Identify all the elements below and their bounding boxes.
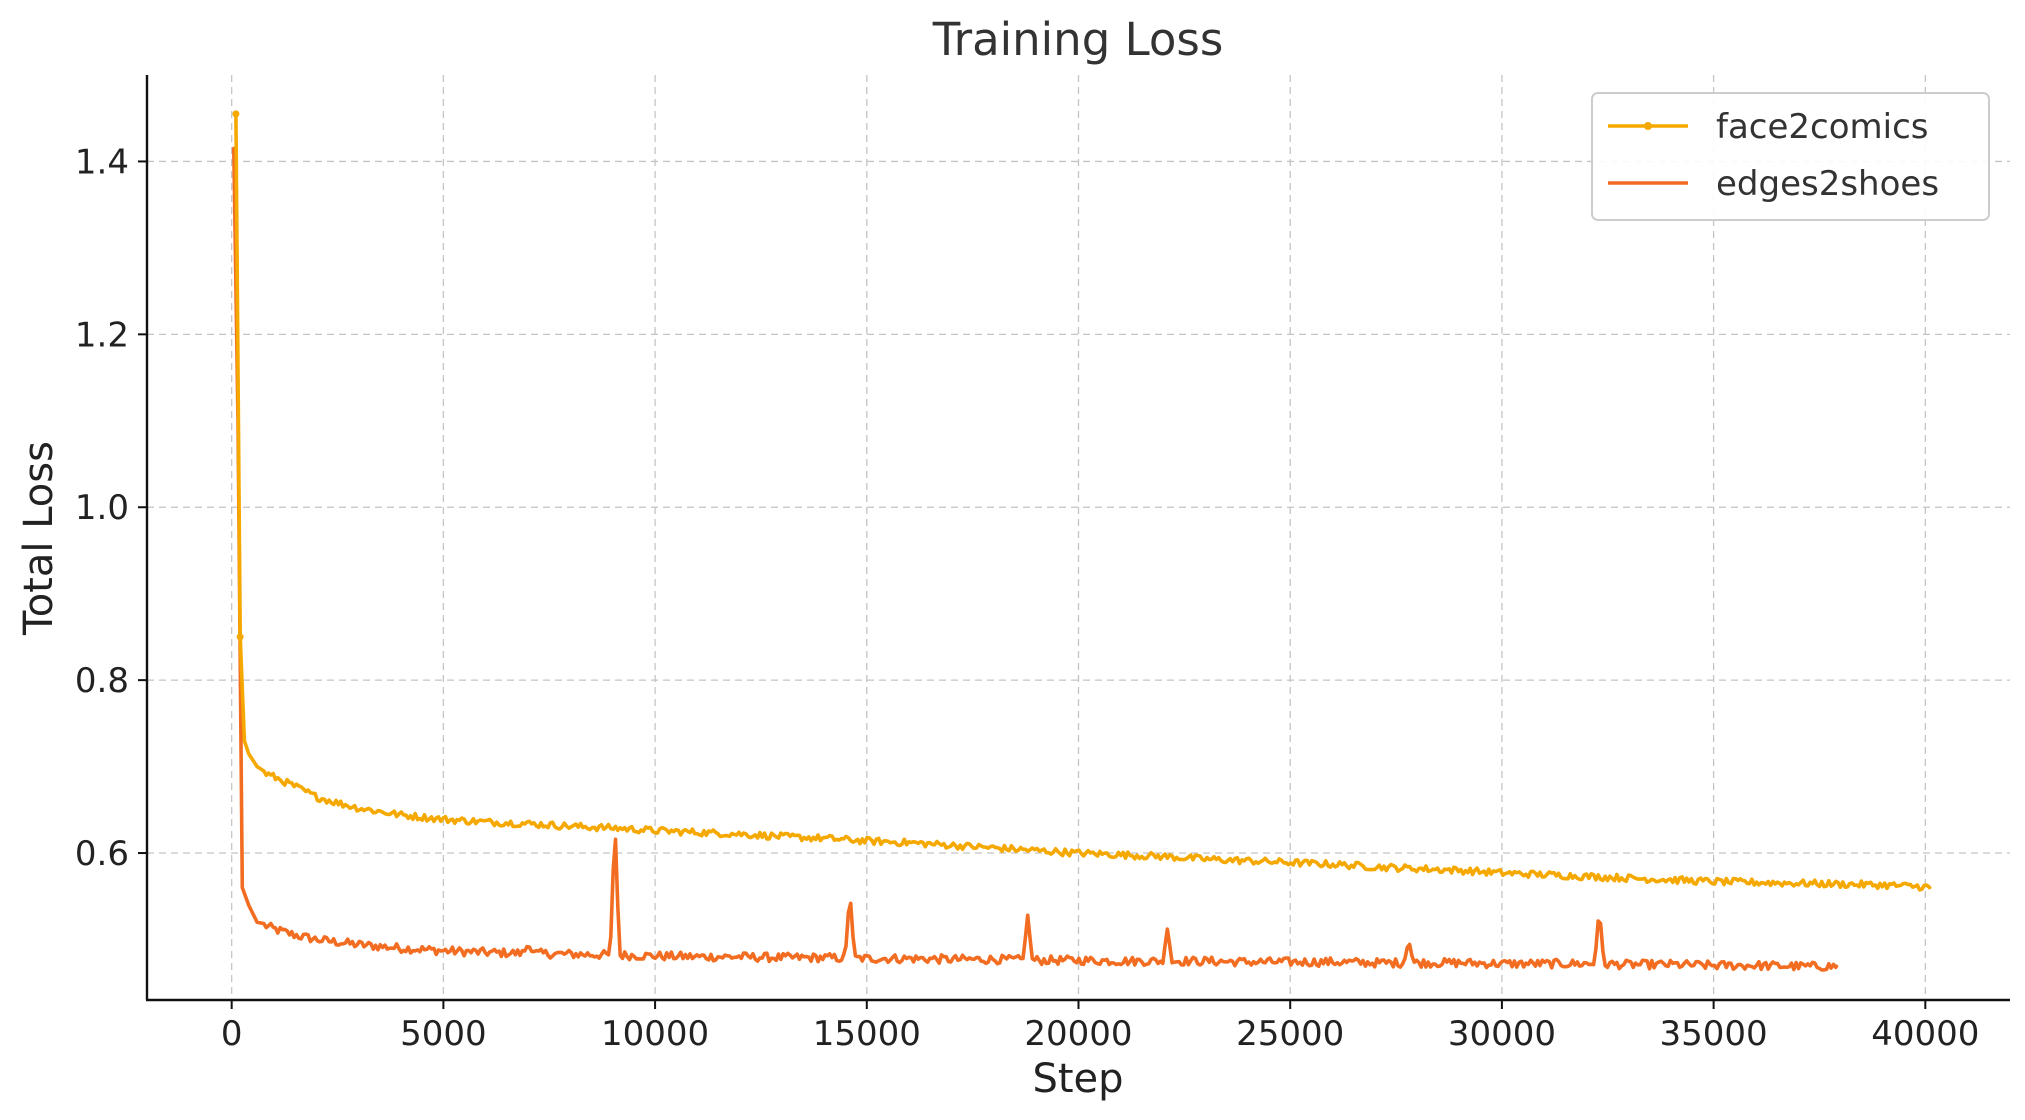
legend-label-face2comics: face2comics — [1716, 107, 1929, 147]
x-tick-label: 30000 — [1448, 1014, 1556, 1054]
x-tick-label: 20000 — [1024, 1014, 1132, 1054]
legend-label-edges2shoes: edges2shoes — [1716, 164, 1939, 204]
series-marker-face2comics — [232, 110, 240, 118]
grid-lines — [147, 75, 2010, 1000]
x-tick-label: 5000 — [400, 1014, 487, 1054]
y-tick-label: 0.8 — [75, 661, 129, 701]
legend: face2comics edges2shoes — [1591, 92, 1990, 221]
y-tick-label: 1.4 — [75, 142, 129, 182]
y-axis-ticks: 0.6 0.8 1.0 1.2 1.4 — [75, 142, 147, 874]
x-tick-label: 15000 — [813, 1014, 921, 1054]
chart-title: Training Loss — [932, 13, 1224, 66]
x-axis-ticks: 0 5000 10000 15000 20000 25000 30000 35000 40000 — [221, 1000, 1979, 1054]
legend-marker-face2comics — [1644, 122, 1652, 130]
series-lines — [232, 110, 1932, 972]
y-tick-label: 1.0 — [75, 488, 129, 528]
y-tick-label: 0.6 — [75, 834, 129, 874]
series-marker-face2comics — [236, 633, 244, 641]
x-tick-label: 40000 — [1871, 1014, 1979, 1054]
x-tick-label: 35000 — [1660, 1014, 1768, 1054]
legend-frame — [1591, 92, 1990, 221]
x-tick-label: 0 — [221, 1014, 243, 1054]
series-line-face2comics — [234, 112, 1932, 892]
x-tick-label: 10000 — [601, 1014, 709, 1054]
y-axis-label: Total Loss — [16, 441, 62, 636]
x-axis-label: Step — [1032, 1056, 1123, 1102]
x-tick-label: 25000 — [1236, 1014, 1344, 1054]
y-tick-label: 1.2 — [75, 315, 129, 355]
series-line-edges2shoes — [232, 146, 1839, 972]
